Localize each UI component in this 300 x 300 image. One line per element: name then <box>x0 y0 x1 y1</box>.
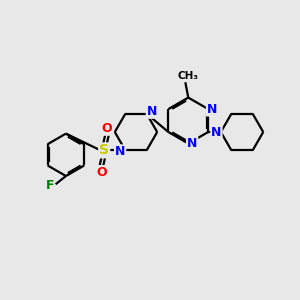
Text: S: S <box>99 143 109 158</box>
Text: CH₃: CH₃ <box>177 71 198 81</box>
Text: N: N <box>211 125 222 139</box>
Text: N: N <box>187 137 197 150</box>
Text: O: O <box>102 122 112 135</box>
Text: N: N <box>207 103 217 116</box>
Text: F: F <box>46 179 54 192</box>
Text: N: N <box>147 105 157 118</box>
Text: O: O <box>96 166 106 179</box>
Text: N: N <box>115 146 125 158</box>
